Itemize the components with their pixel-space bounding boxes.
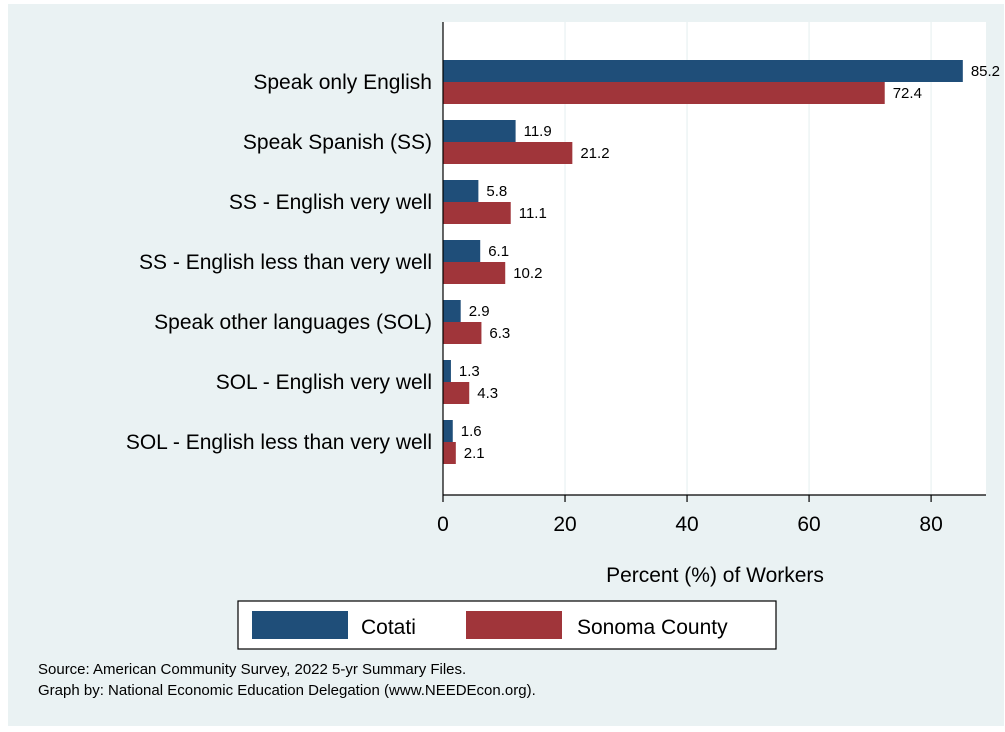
bar-sonoma-county-speak-spanish-ss [443,142,573,164]
bars [443,60,963,464]
x-tick-label-20: 20 [553,513,576,536]
x-tick-label-80: 80 [919,513,942,536]
value-label-sonoma-county-ss-english-less-than-very-well: 10.2 [513,265,542,282]
credit-note: Graph by: National Economic Education De… [38,682,536,699]
bar-cotati-sol-english-very-well [443,360,451,382]
legend-swatch-cotati [252,611,348,639]
value-label-cotati-sol-english-very-well: 1.3 [459,363,480,380]
value-labels: 85.2 72.4 11.9 21.2 5.8 11.1 6.110.2 2.9 6.3 1.3 4… [459,63,1000,462]
x-tick-label-40: 40 [675,513,698,536]
category-label-speak-spanish-ss: Speak Spanish (SS) [243,131,432,154]
x-axis-title: Percent (%) of Workers [606,564,824,587]
x-axis-ticks: 0 20 40 60 80 [437,495,943,536]
value-label-cotati-speak-other-languages-sol: 2.9 [469,303,490,320]
value-label-sonoma-county-speak-other-languages-sol: 6.3 [489,325,510,342]
legend: Cotati Sonoma County [237,600,777,650]
bar-cotati-ss-english-less-than-very-well [443,240,481,262]
bar-sonoma-county-ss-english-very-well [443,202,511,224]
value-label-cotati-ss-english-less-than-very-well: 6.1 [488,243,509,260]
legend-swatch-sonoma-county [466,611,562,639]
bar-cotati-speak-other-languages-sol [443,300,461,322]
category-label-speak-only-english: Speak only English [253,71,432,94]
x-tick-label-0: 0 [437,513,449,536]
value-label-cotati-sol-english-less-than-very-well: 1.6 [461,423,482,440]
category-label-ss-english-very-well: SS - English very well [229,191,432,214]
value-label-cotati-speak-spanish-ss: 11.9 [524,123,552,140]
legend-label-sonoma-county: Sonoma County [577,616,728,639]
bar-cotati-ss-english-very-well [443,180,479,202]
category-label-speak-other-languages-sol: Speak other languages (SOL) [154,311,432,334]
bar-cotati-speak-spanish-ss [443,120,516,142]
source-note: Source: American Community Survey, 2022 … [38,661,466,678]
value-label-cotati-ss-english-very-well: 5.8 [486,183,507,200]
value-label-cotati-speak-only-english: 85.2 [971,63,1000,80]
bar-sonoma-county-speak-only-english [443,82,885,104]
bar-sonoma-county-sol-english-less-than-very-well [443,442,456,464]
value-label-sonoma-county-speak-spanish-ss: 21.2 [580,145,609,162]
value-label-sonoma-county-sol-english-very-well: 4.3 [477,385,498,402]
bar-cotati-speak-only-english [443,60,963,82]
legend-label-cotati: Cotati [361,616,416,639]
bar-sonoma-county-speak-other-languages-sol [443,322,482,344]
bar-cotati-sol-english-less-than-very-well [443,420,453,442]
category-label-ss-english-less-than-very-well: SS - English less than very well [139,251,432,274]
value-label-sonoma-county-speak-only-english: 72.4 [893,85,922,102]
value-label-sonoma-county-sol-english-less-than-very-well: 2.1 [464,445,485,462]
category-labels: Speak only English Speak Spanish (SS) SS -… [126,71,432,454]
x-tick-label-60: 60 [797,513,820,536]
value-label-sonoma-county-ss-english-very-well: 11.1 [519,205,547,222]
category-label-sol-english-less-than-very-well: SOL - English less than very well [126,431,432,454]
bar-sonoma-county-ss-english-less-than-very-well [443,262,506,284]
bar-sonoma-county-sol-english-very-well [443,382,470,404]
category-label-sol-english-very-well: SOL - English very well [216,371,432,394]
